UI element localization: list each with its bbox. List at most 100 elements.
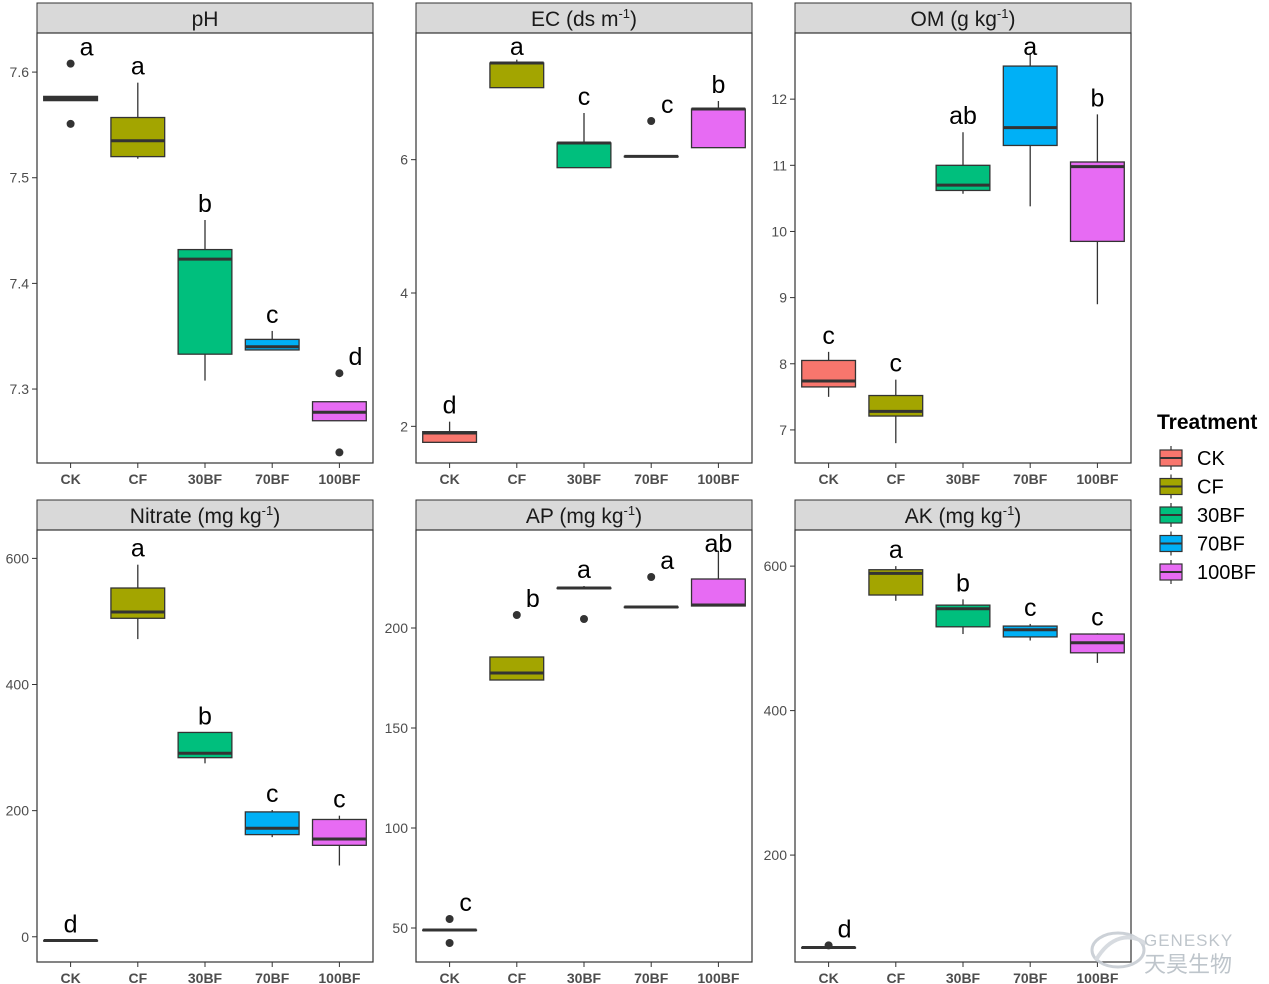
facet-strip <box>415 499 753 531</box>
box-ck: d <box>43 911 99 943</box>
significance-label: d <box>348 343 362 371</box>
y-tick-label: 400 <box>764 703 788 719</box>
box-cf: b <box>489 585 545 681</box>
box-ck: c <box>801 322 857 397</box>
y-tick-label: 600 <box>764 558 788 574</box>
x-tick-label: CK <box>60 970 80 984</box>
x-tick-label: CK <box>439 471 459 487</box>
x-tick-label: 100BF <box>697 471 739 487</box>
box-ck: d <box>422 392 478 443</box>
plot-area <box>794 32 1132 464</box>
significance-label: c <box>333 786 346 814</box>
facet-panel: Nitrate (mg kg-1) 0 200 400 600 CK CF 30BF 70BF 1… <box>6 499 374 984</box>
legend-label: 70BF <box>1197 534 1245 556</box>
box-100bf: d <box>311 343 367 457</box>
box-body <box>489 656 545 681</box>
x-tick-label: CK <box>439 970 459 984</box>
facet-title: OM (g kg-1) <box>911 6 1016 31</box>
y-tick-label: 150 <box>385 720 409 736</box>
legend-label: 100BF <box>1197 562 1256 584</box>
x-tick-label: CF <box>886 970 905 984</box>
box-body <box>690 108 746 149</box>
x-tick-label: 30BF <box>188 970 223 984</box>
box-ck: a <box>43 34 99 128</box>
y-tick-label: 4 <box>400 285 408 301</box>
facet-panel: AP (mg kg-1) 50 100 150 200 CK CF 30BF 70BF 100BF… <box>385 499 753 984</box>
box-70bf: c <box>244 301 300 351</box>
x-tick-label: 100BF <box>697 970 739 984</box>
significance-label: b <box>1090 84 1104 112</box>
facet-title-main: OM (g kg <box>911 8 997 31</box>
box-body <box>690 578 746 607</box>
significance-label: a <box>131 535 145 563</box>
facet-title: Nitrate (mg kg-1) <box>130 503 280 528</box>
y-tick-label: 600 <box>6 550 30 566</box>
watermark: GENESKY 天昊生物 <box>1090 931 1233 978</box>
facet-title-main: AP (mg kg <box>526 505 624 528</box>
x-tick-label: 30BF <box>188 471 223 487</box>
facet-title-end: ) <box>1008 8 1015 31</box>
significance-label: b <box>526 585 540 613</box>
facet-title-superscript: -1 <box>1003 503 1015 518</box>
box-body <box>177 248 233 355</box>
x-tick-label: CF <box>507 471 526 487</box>
facet-title-end: ) <box>635 505 642 528</box>
legend-label: CF <box>1197 477 1224 499</box>
significance-label: a <box>889 536 903 564</box>
watermark-text-en: GENESKY <box>1144 931 1233 950</box>
box-70bf: c <box>244 780 300 838</box>
significance-label: c <box>661 91 674 119</box>
significance-label: c <box>1024 594 1037 622</box>
significance-label: c <box>266 301 279 329</box>
x-tick-label: 30BF <box>946 471 981 487</box>
box-100bf: c <box>311 786 367 866</box>
y-tick-label: 11 <box>772 157 787 173</box>
box-body <box>1002 65 1058 147</box>
legend-item-70bf: 70BF <box>1159 531 1245 556</box>
box-100bf: c <box>1069 603 1125 663</box>
box-30bf: b <box>177 190 233 381</box>
y-tick-label: 100 <box>385 820 409 836</box>
x-tick-label: 30BF <box>946 970 981 984</box>
facet-title-main: AK (mg kg <box>905 505 1003 528</box>
outlier-point <box>445 939 454 947</box>
y-tick-label: 7 <box>779 422 787 438</box>
facet-title: AK (mg kg-1) <box>905 503 1022 528</box>
x-tick-label: CK <box>60 471 80 487</box>
box-30bf: a <box>556 556 612 623</box>
facet-panel: pH 7.3 7.4 7.5 7.6 CK CF 30BF 70BF 100BF a a b c d <box>10 2 374 487</box>
x-tick-label: CK <box>818 970 838 984</box>
x-tick-label: 70BF <box>255 471 290 487</box>
x-tick-label: 70BF <box>1013 471 1048 487</box>
box-body <box>801 359 857 388</box>
outlier-point <box>647 117 656 125</box>
legend-item-30bf: 30BF <box>1159 503 1245 527</box>
y-tick-label: 6 <box>400 152 408 168</box>
facet-panel: OM (g kg-1) 7 8 9 10 11 12 CK CF 30BF 70BF 100BF c c a… <box>771 2 1132 487</box>
y-tick-label: 10 <box>771 223 787 239</box>
box-body <box>311 818 367 846</box>
y-tick-label: 12 <box>771 91 787 107</box>
box-cf: a <box>489 33 545 89</box>
significance-label: c <box>578 83 591 111</box>
significance-label: a <box>577 556 591 584</box>
y-tick-label: 0 <box>21 929 29 945</box>
x-tick-label: 70BF <box>634 970 669 984</box>
y-tick-label: 200 <box>764 847 788 863</box>
box-70bf: c <box>623 91 679 158</box>
facet-title-end: ) <box>273 505 280 528</box>
significance-label: a <box>80 34 94 62</box>
watermark-text-cn: 天昊生物 <box>1144 953 1232 978</box>
x-tick-label: CF <box>128 471 147 487</box>
x-tick-label: 100BF <box>1076 970 1118 984</box>
y-tick-label: 7.6 <box>10 64 30 80</box>
significance-label: d <box>443 392 457 420</box>
significance-label: c <box>459 889 472 917</box>
outlier-point <box>335 448 344 457</box>
significance-label: ab <box>704 530 732 558</box>
box-body <box>868 394 924 417</box>
facet-strip <box>36 2 374 34</box>
y-tick-label: 7.5 <box>10 170 30 186</box>
